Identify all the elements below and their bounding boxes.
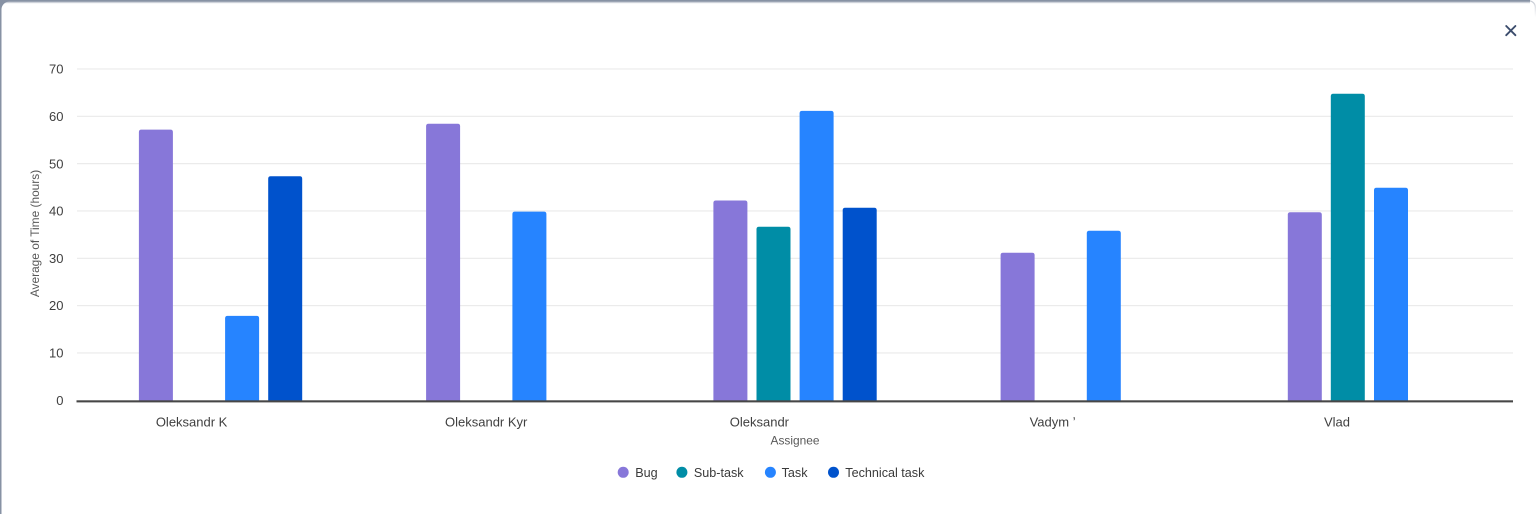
svg-text:Oleksandr Kyr: Oleksandr Kyr <box>445 415 528 430</box>
svg-text:Bug: Bug <box>635 466 657 480</box>
svg-text:Task: Task <box>782 466 809 480</box>
svg-text:Assignee: Assignee <box>771 434 820 448</box>
svg-text:10: 10 <box>49 346 63 361</box>
svg-text:Vlad: Vlad <box>1324 415 1350 430</box>
svg-text:30: 30 <box>49 251 63 266</box>
svg-text:40: 40 <box>49 204 63 219</box>
svg-text:Vadym ʼ: Vadym ʼ <box>1030 415 1076 430</box>
svg-text:Oleksandr K: Oleksandr K <box>156 415 228 430</box>
svg-text:Sub-task: Sub-task <box>694 466 744 480</box>
svg-text:Technical task: Technical task <box>845 466 925 480</box>
svg-text:Average of Time (hours): Average of Time (hours) <box>28 170 42 297</box>
svg-text:70: 70 <box>49 62 63 77</box>
svg-text:20: 20 <box>49 298 63 313</box>
svg-text:0: 0 <box>56 393 63 408</box>
svg-text:50: 50 <box>49 156 63 171</box>
svg-text:60: 60 <box>49 109 63 124</box>
svg-text:Oleksandr: Oleksandr <box>730 415 790 430</box>
